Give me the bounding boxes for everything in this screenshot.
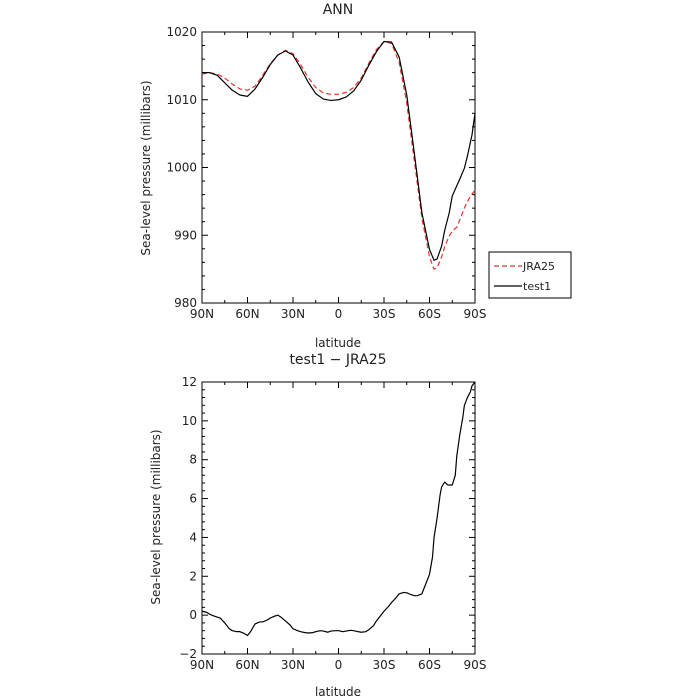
top-x-tick-label: 60N: [235, 307, 259, 321]
top-x-tick-label: 60S: [418, 307, 441, 321]
bottom-x-tick-label: 60N: [235, 658, 259, 672]
bottom-plot-area: 90N 60N 30N 0 30S 60S 90S −2 0 2 4 6 8 10 12: [179, 375, 486, 672]
top-y-tick-label: 990: [174, 228, 197, 242]
bottom-y-tick-label: 12: [182, 375, 197, 389]
bottom-y-tick-label: −2: [179, 647, 197, 661]
top-chart-title: ANN: [323, 2, 354, 18]
bottom-x-tick-label: 90S: [464, 658, 487, 672]
bottom-x-axis-label: latitude: [315, 685, 361, 699]
bottom-x-tick-label: 60S: [418, 658, 441, 672]
bottom-panel: test1 − JRA25 90N 60N 30N 0 30S 60S 90S −2 0 2 4 6 8…: [149, 352, 486, 699]
top-plot-area: 90N 60N 30N 0 30S 60S 90S 980 990 1000 1010 1020: [166, 25, 486, 321]
bottom-y-tick-label: 6: [189, 492, 197, 506]
bottom-y-tick-label: 4: [189, 530, 197, 544]
top-plot-frame: [201, 31, 476, 304]
top-series-line-test1: [202, 40, 476, 261]
legend-label-jra25: JRA25: [522, 260, 555, 273]
legend: JRA25 test1: [488, 251, 572, 299]
bottom-y-tick-label: 2: [189, 569, 197, 583]
bottom-y-axis-label: Sea-level pressure (millibars): [149, 429, 163, 604]
top-x-tick-label: 30N: [281, 307, 305, 321]
top-x-tick-label: 90N: [190, 307, 214, 321]
legend-label-test1: test1: [523, 280, 551, 293]
top-y-tick-label: 1000: [166, 161, 197, 175]
top-y-tick-label: 1010: [166, 93, 197, 107]
top-y-tick-label: 1020: [166, 25, 197, 39]
top-panel: ANN 90N 60N 30N 0 30S 60S 90S 980 990 1000 1010 102…: [139, 2, 572, 350]
bottom-x-tick-label: 0: [335, 658, 343, 672]
bottom-y-tick-label: 8: [189, 453, 197, 467]
top-x-tick-label: 90S: [464, 307, 487, 321]
top-x-tick-label: 0: [335, 307, 343, 321]
top-series-line-jra25: [201, 40, 476, 270]
bottom-y-tick-label: 0: [189, 608, 197, 622]
top-x-axis-label: latitude: [315, 336, 361, 350]
top-x-tick-label: 30S: [373, 307, 396, 321]
top-y-tick-label: 980: [174, 296, 197, 310]
bottom-x-tick-label: 30S: [373, 658, 396, 672]
bottom-x-tick-label: 90N: [190, 658, 214, 672]
legend-box: [488, 251, 572, 299]
bottom-plot-frame: [201, 381, 476, 655]
top-y-axis-label: Sea-level pressure (millibars): [139, 80, 153, 255]
bottom-y-tick-label: 10: [182, 414, 197, 428]
bottom-chart-title: test1 − JRA25: [289, 352, 386, 368]
bottom-series-line-difference: [201, 381, 476, 637]
bottom-x-tick-label: 30N: [281, 658, 305, 672]
